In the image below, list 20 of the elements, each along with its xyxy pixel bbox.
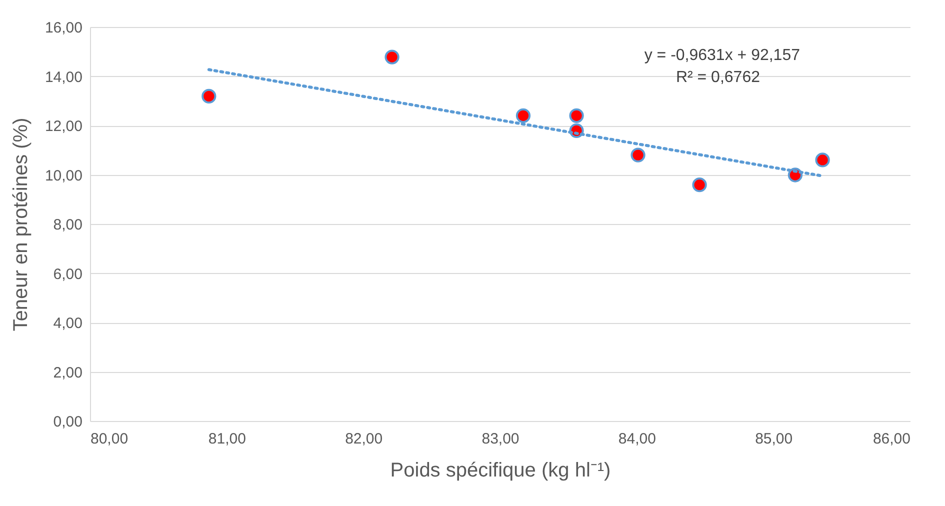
x-axis-title: Poids spécifique (kg hl⁻¹) [390, 460, 611, 482]
y-tick-label: 10,00 [44, 167, 82, 184]
y-tick-label: 4,00 [53, 315, 82, 332]
y-tick-label: 6,00 [53, 266, 82, 283]
x-tick-label: 86,00 [872, 430, 910, 448]
x-tick-label: 80,00 [90, 430, 128, 448]
y-tick-label: 14,00 [44, 68, 82, 86]
x-tick-label: 84,00 [618, 430, 656, 448]
y-tick-label: 2,00 [53, 364, 82, 382]
annotation: R² = 0,6762 [676, 69, 760, 86]
annotation: y = -0,9631x + 92,157 [644, 47, 800, 64]
y-tick-label: 0,00 [53, 414, 82, 430]
x-tick-label: 83,00 [482, 430, 520, 448]
y-tick-label: 16,00 [44, 20, 82, 36]
x-tick-label: 85,00 [755, 430, 793, 448]
y-axis-title: Teneur en protéines (%) [10, 118, 32, 332]
x-tick-label: 82,00 [345, 430, 383, 448]
y-tick-label: 12,00 [44, 118, 82, 135]
x-tick-label: 81,00 [208, 430, 246, 448]
y-tick-label: 8,00 [53, 216, 82, 234]
